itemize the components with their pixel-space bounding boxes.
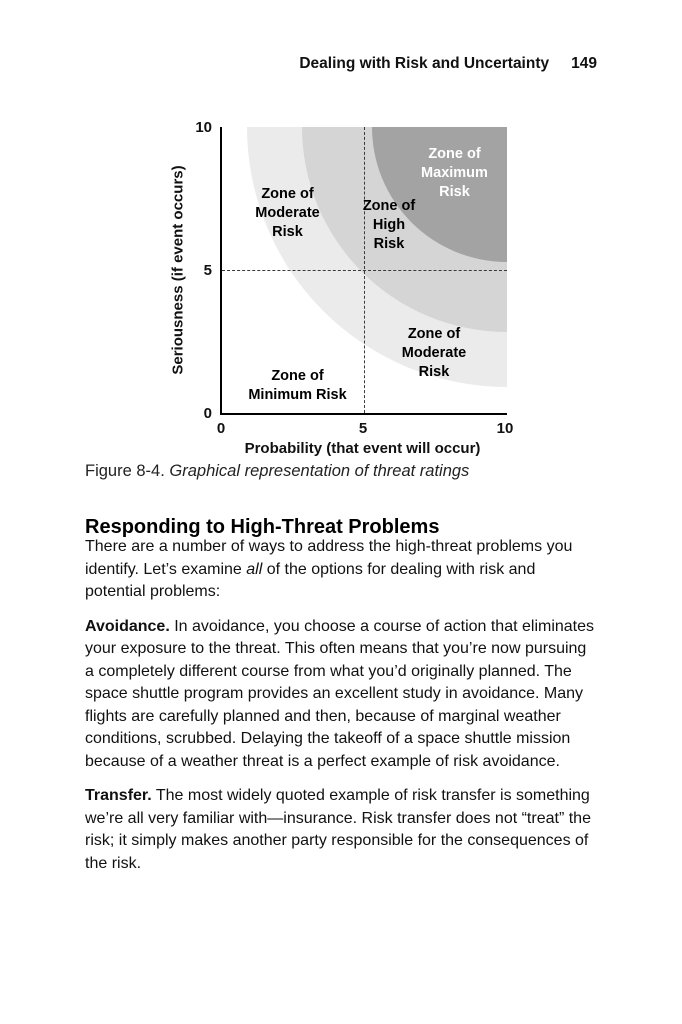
zone-label-moderate-lower: Zone of Moderate Risk [401,326,467,381]
figure-caption-label: Figure 8-4. [85,462,165,480]
zone-label-high: Zone of High Risk [362,198,416,253]
x-tick-10: 10 [496,420,514,437]
figure-caption-text: Graphical representation of threat ratin… [169,462,470,480]
paragraph-intro: There are a number of ways to address th… [85,536,598,604]
y-tick-0: 0 [203,405,212,422]
paragraph-transfer: Transfer. The most widely quoted example… [85,785,598,875]
page-number: 149 [571,55,597,72]
body-text: There are a number of ways to address th… [85,536,598,887]
running-head: Dealing with Risk and Uncertainty 149 [299,55,597,73]
section-heading: Responding to High-Threat Problems [85,515,440,538]
y-tick-10: 10 [195,119,212,136]
intro-text-2: of the options for dealing with risk and… [85,560,536,601]
y-tick-5: 5 [203,262,212,279]
x-axis-label: Probability (that event will occur) [244,440,481,457]
x-tick-5: 5 [358,420,368,437]
intro-text-1: There are a number of ways to address th… [85,538,573,578]
paragraph-avoidance: Avoidance. In avoidance, you choose a co… [85,616,598,774]
avoidance-text: In avoidance, you choose a course of act… [85,617,595,770]
dashed-reference-line-horizontal [222,270,507,271]
intro-italic-all: all [246,560,263,578]
zone-label-maximum: Zone of Maximum Risk [421,146,488,201]
plot-area: Zone of Maximum Risk Zone of Moderate Ri… [220,127,507,415]
y-axis-label: Seriousness (if event occurs) [169,165,187,375]
transfer-text: The most widely quoted example of risk t… [85,787,591,872]
x-tick-0: 0 [216,420,226,437]
transfer-lead: Transfer. [85,787,152,804]
figure-caption: Figure 8-4. Graphical representation of … [85,462,605,481]
zone-label-moderate-upper: Zone of Moderate Risk [255,186,320,241]
figure-risk-chart: Seriousness (if event occurs) 10 5 0 Zon… [0,110,682,460]
avoidance-lead: Avoidance. [85,617,170,635]
zone-label-minimum: Zone of Minimum Risk [248,368,347,404]
running-head-title: Dealing with Risk and Uncertainty [299,55,550,72]
